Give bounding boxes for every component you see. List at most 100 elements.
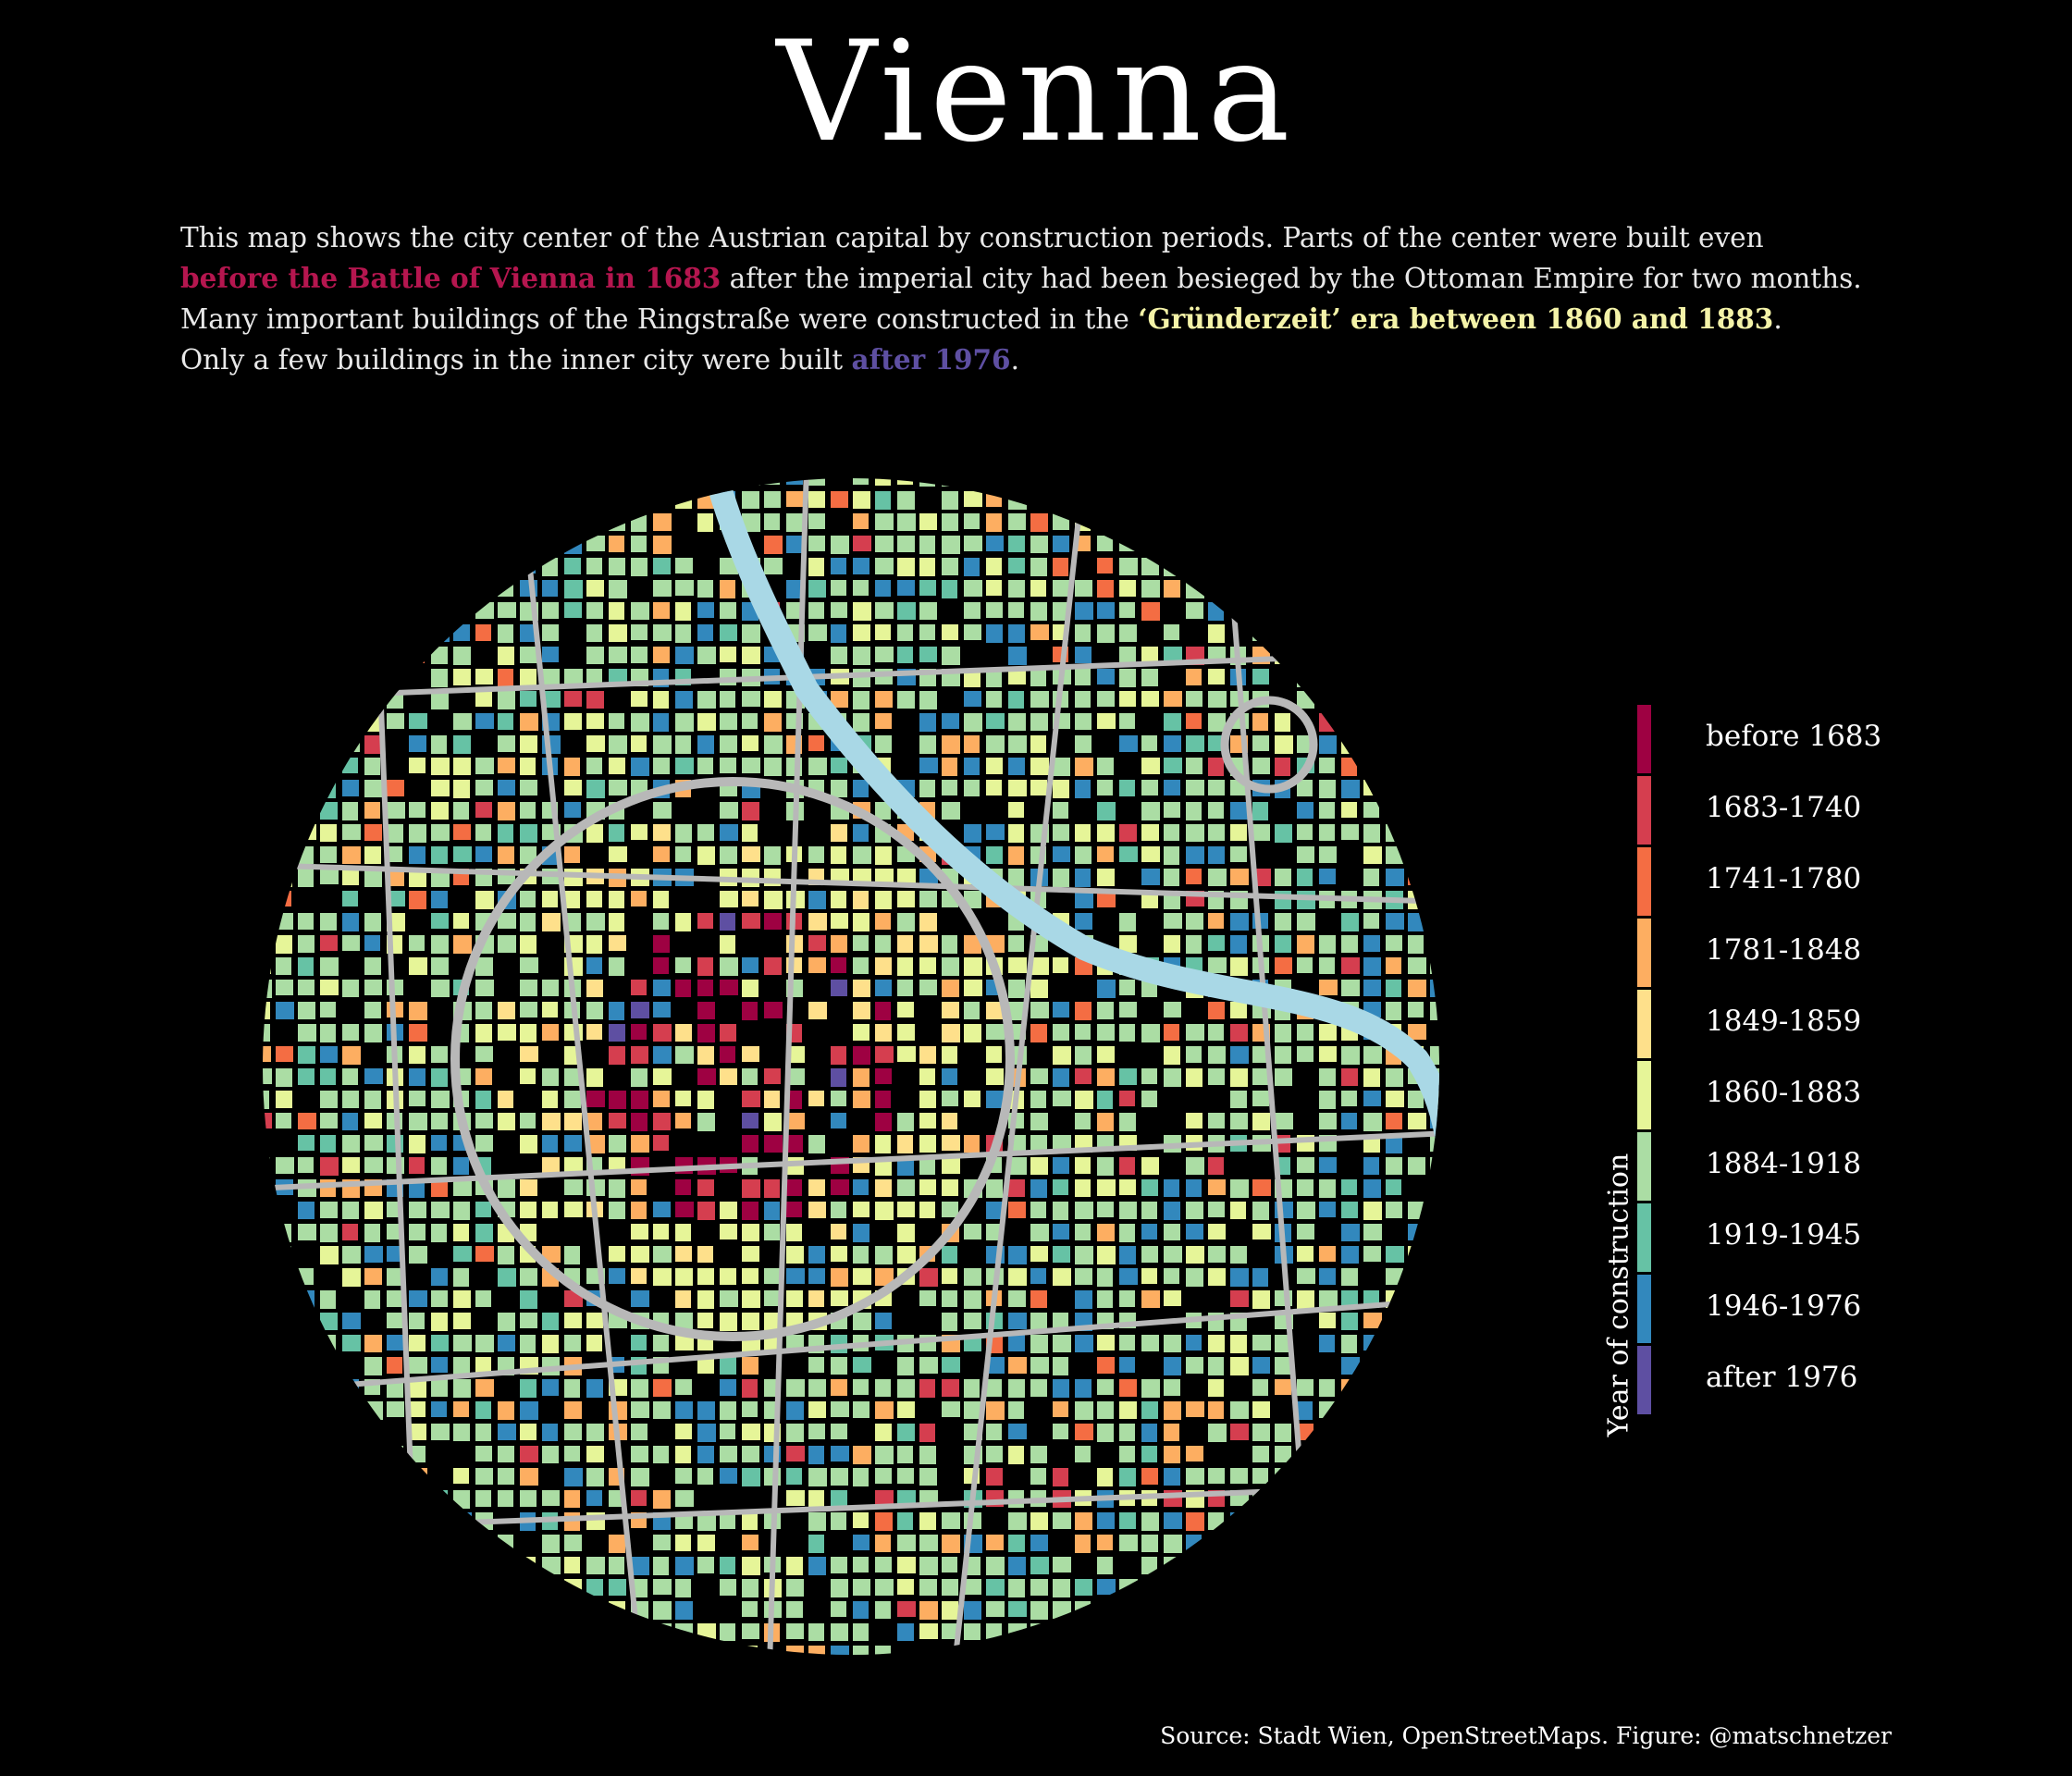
building-block [808,935,826,951]
building-block [1075,647,1092,663]
building-block [1008,1446,1024,1464]
building-block [520,669,536,687]
building-block [831,1046,846,1065]
building-block [653,735,672,754]
building-block [764,758,782,776]
building-block [498,1446,514,1462]
building-block [475,1490,491,1507]
building-block [697,1535,715,1551]
building-block [919,1601,938,1620]
building-block [453,669,471,685]
building-block [1097,1401,1114,1419]
building-block [1097,1290,1113,1308]
building-block [1252,824,1270,841]
building-block [1186,713,1202,729]
building-block [808,1623,824,1641]
building-block [631,758,649,776]
building-block [875,1557,892,1572]
building-block [1053,1557,1071,1572]
building-block [364,913,381,931]
building-block [697,1290,714,1309]
building-block [919,1135,936,1153]
building-block [409,824,426,843]
building-block [808,1357,824,1373]
building-block [1030,1468,1046,1485]
building-block [1230,935,1247,954]
building-block [697,1446,714,1463]
building-block [1297,1290,1314,1309]
building-block [298,1290,314,1308]
building-block [675,713,694,732]
building-block [475,1002,492,1019]
building-block [1386,846,1403,864]
building-block [919,1202,935,1218]
building-block [1119,1512,1136,1529]
building-block [1230,1002,1247,1018]
building-block [1119,1290,1135,1307]
building-block [1030,1135,1047,1152]
building-block [1097,1424,1114,1442]
building-block [1164,1046,1180,1065]
building-block [1341,1113,1357,1129]
building-block [564,846,580,863]
building-block [919,1468,937,1486]
building-block [742,1002,758,1020]
building-block [1141,869,1160,885]
building-block [1008,1379,1025,1398]
building-block [875,1091,891,1108]
building-block [1341,802,1357,818]
building-block [542,1490,560,1506]
building-block [808,1490,824,1509]
building-block [1297,957,1313,973]
legend-item: 1860-1883 [1637,1061,1915,1129]
building-block [875,580,891,597]
building-block [742,1135,758,1153]
building-block [697,1557,714,1573]
building-block [542,1202,558,1218]
building-block [675,1601,693,1620]
building-block [453,713,472,730]
building-block [1252,802,1268,820]
building-block [1186,669,1202,685]
building-block [1075,846,1092,864]
building-block [1186,1512,1204,1531]
building-block [1297,913,1315,931]
building-block [631,1002,649,1018]
building-block [1030,1512,1048,1530]
building-block [1141,1424,1157,1442]
building-block [853,669,870,687]
building-block [1119,1335,1135,1350]
building-block [853,1512,869,1528]
building-block [1186,802,1202,820]
building-block [298,802,314,818]
building-block [1119,1068,1137,1085]
building-block [808,513,825,529]
building-block [786,1424,804,1442]
building-block [875,1202,894,1220]
building-block [986,1468,1003,1486]
building-block [298,1268,314,1285]
building-block [453,1490,470,1509]
building-block [964,713,982,732]
building-block [675,758,694,774]
building-block [475,602,494,619]
building-block [897,1535,916,1551]
building-block [1030,669,1046,686]
building-block [431,1290,448,1307]
building-block [498,1401,514,1420]
building-block [742,1623,759,1639]
building-block [720,957,738,976]
building-block [609,647,627,663]
building-block [853,1024,870,1041]
building-block [653,513,672,531]
building-block [298,1068,314,1085]
building-block [675,1557,694,1575]
building-block [1186,735,1204,752]
building-block [1141,1335,1159,1351]
building-block [1097,580,1114,598]
building-block [520,1313,537,1328]
building-block [320,1290,336,1309]
building-block [1319,1091,1336,1109]
building-block [653,1446,669,1463]
building-block [1097,1157,1114,1176]
